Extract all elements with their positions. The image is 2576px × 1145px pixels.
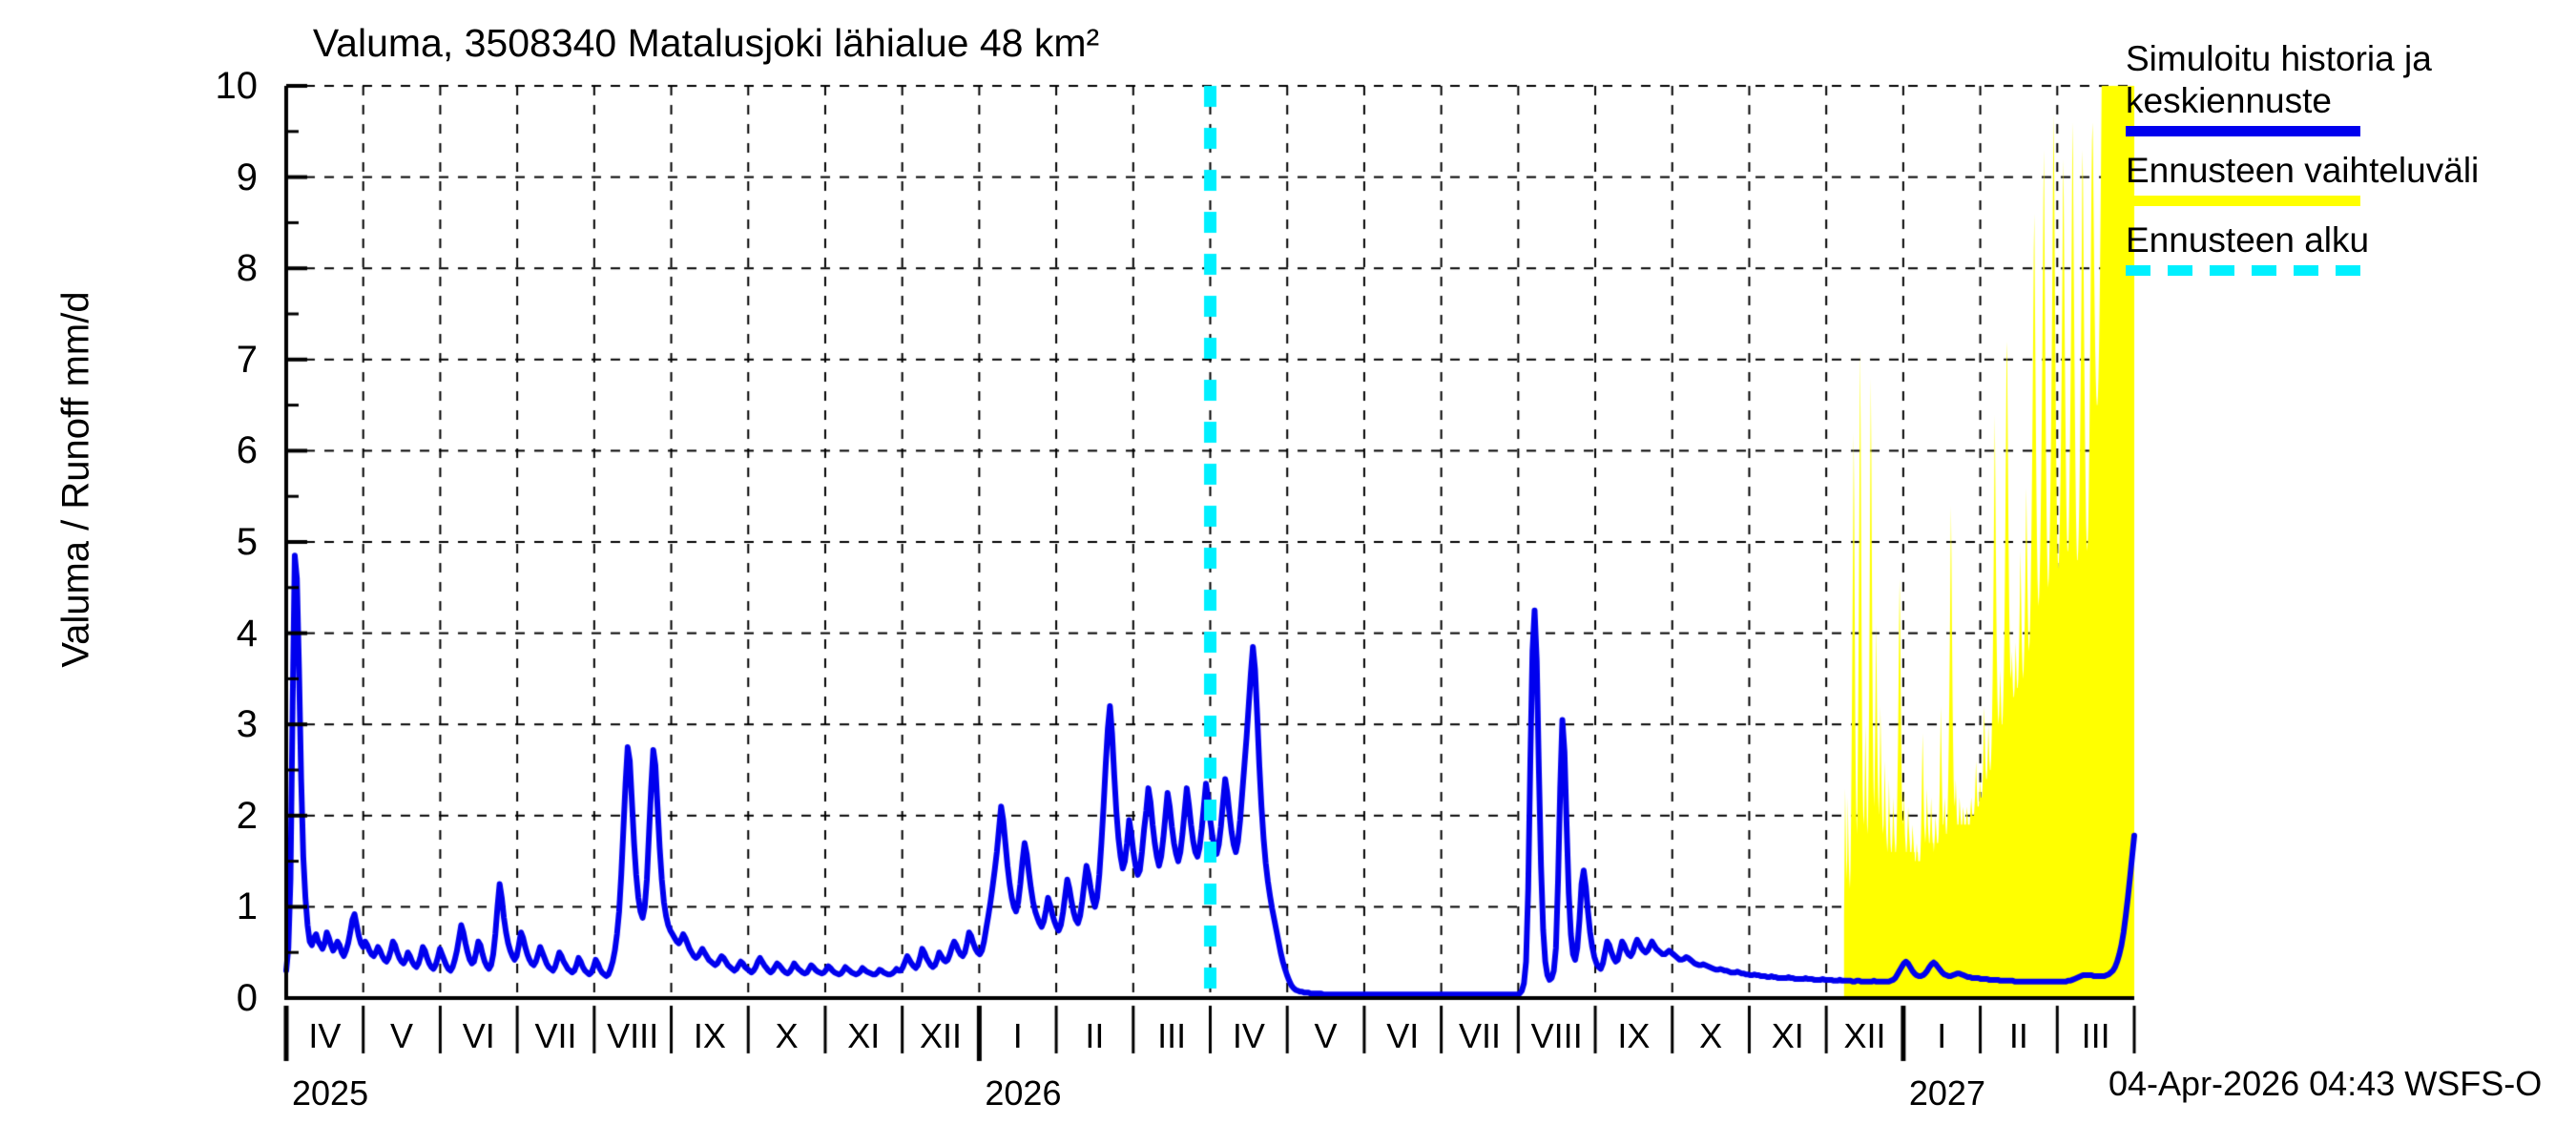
- legend-item-simulated: Simuloitu historia ja keskiennuste: [2126, 38, 2574, 136]
- legend-swatch-forecast-start: [2126, 265, 2360, 276]
- y-tick-label: 8: [236, 247, 258, 290]
- x-tick-label: VIII: [1530, 1016, 1583, 1055]
- x-tick-label: VI: [462, 1016, 495, 1055]
- x-tick-label: I: [1937, 1016, 1947, 1055]
- x-tick-label: XI: [847, 1016, 881, 1055]
- legend-swatch-simulated: [2126, 126, 2360, 136]
- x-tick-label: V: [1314, 1016, 1338, 1055]
- y-tick-label: 9: [236, 156, 258, 198]
- x-tick-label: IX: [1617, 1016, 1651, 1055]
- timestamp-footer: 04-Apr-2026 04:43 WSFS-O: [2109, 1064, 2543, 1103]
- x-tick-label: I: [1012, 1016, 1023, 1055]
- x-tick-label: II: [2008, 1016, 2028, 1055]
- x-tick-label: XII: [1843, 1016, 1886, 1055]
- legend-swatch-range: [2126, 196, 2360, 206]
- x-tick-label: V: [390, 1016, 414, 1055]
- x-tick-label: VIII: [607, 1016, 659, 1055]
- x-tick-label: XII: [920, 1016, 963, 1055]
- legend-label-simulated: Simuloitu historia ja keskiennuste: [2126, 39, 2432, 120]
- x-tick-label: VI: [1386, 1016, 1420, 1055]
- y-tick-label: 4: [236, 612, 258, 655]
- x-tick-label: X: [775, 1016, 799, 1055]
- x-tick-label: IX: [693, 1016, 726, 1055]
- y-tick-label: 5: [236, 521, 258, 563]
- x-tick-label: III: [2081, 1016, 2110, 1055]
- legend-item-range: Ennusteen vaihteluväli: [2126, 150, 2574, 206]
- x-tick-label: IV: [1232, 1016, 1265, 1055]
- legend-item-forecast-start: Ennusteen alku: [2126, 219, 2574, 276]
- x-tick-label: X: [1699, 1016, 1723, 1055]
- y-tick-label: 3: [236, 703, 258, 746]
- legend-label-range: Ennusteen vaihteluväli: [2126, 151, 2480, 190]
- y-tick-label: 2: [236, 794, 258, 837]
- chart-legend: Simuloitu historia ja keskiennuste Ennus…: [2126, 38, 2574, 289]
- x-year-label: 2027: [1908, 1073, 1985, 1113]
- x-year-label: 2025: [292, 1073, 369, 1113]
- x-tick-label: XI: [1771, 1016, 1804, 1055]
- x-tick-label: VII: [1458, 1016, 1501, 1055]
- x-tick-label: VII: [534, 1016, 577, 1055]
- y-tick-label: 10: [215, 65, 259, 107]
- x-tick-label: III: [1157, 1016, 1187, 1055]
- legend-label-forecast-start: Ennusteen alku: [2126, 220, 2370, 260]
- x-tick-label: IV: [308, 1016, 342, 1055]
- y-tick-label: 7: [236, 338, 258, 381]
- y-tick-label: 0: [236, 977, 258, 1019]
- y-tick-label: 6: [236, 429, 258, 472]
- x-year-label: 2026: [985, 1073, 1062, 1113]
- y-tick-label: 1: [236, 885, 258, 928]
- x-tick-label: II: [1085, 1016, 1105, 1055]
